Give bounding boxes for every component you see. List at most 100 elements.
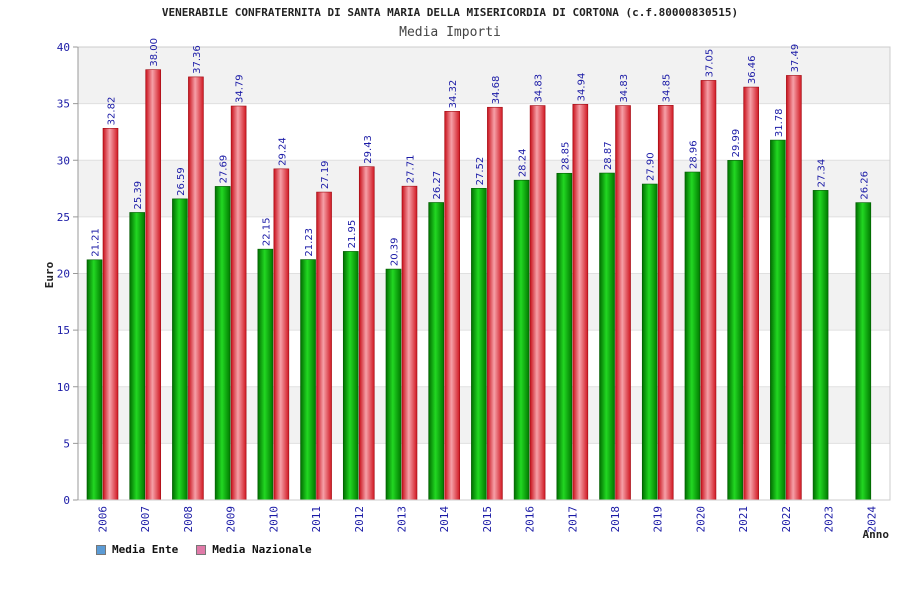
bar-nazionale-2012 [358, 166, 375, 501]
bar-nazionale-2016 [529, 105, 546, 501]
data-label-nazionale-2021: 36.46 [747, 55, 758, 84]
data-label-ente-2007: 25.39 [133, 181, 144, 210]
data-label-ente-2014: 26.27 [432, 171, 443, 200]
legend-item-media-nazionale: Media Nazionale [196, 543, 312, 556]
chart-subtitle: Media Importi [399, 25, 501, 40]
data-label-nazionale-2010: 29.24 [277, 137, 288, 166]
x-tick-label-2015: 2015 [481, 506, 494, 533]
data-label-ente-2018: 28.87 [603, 141, 614, 170]
data-label-nazionale-2009: 34.79 [235, 74, 246, 103]
data-label-nazionale-2016: 34.83 [534, 74, 545, 103]
data-label-ente-2017: 28.85 [560, 142, 571, 171]
x-tick-label-2008: 2008 [182, 506, 195, 533]
bar-ente-2008 [172, 198, 188, 501]
data-label-ente-2012: 21.95 [347, 220, 358, 249]
data-label-ente-2006: 21.21 [91, 228, 102, 257]
bar-nazionale-2009 [230, 105, 247, 501]
bar-nazionale-2013 [401, 185, 418, 501]
y-tick-label-30: 30 [57, 154, 70, 167]
data-label-nazionale-2011: 27.19 [320, 160, 331, 189]
x-tick-label-2009: 2009 [225, 506, 238, 533]
bar-nazionale-2022 [786, 75, 802, 501]
data-label-ente-2021: 29.99 [731, 129, 742, 158]
x-tick-label-2016: 2016 [524, 506, 537, 533]
data-label-nazionale-2019: 34.85 [662, 74, 673, 103]
x-tick-label-2022: 2022 [780, 506, 793, 533]
x-tick-label-2014: 2014 [438, 506, 451, 533]
data-label-ente-2015: 27.52 [475, 157, 486, 186]
data-label-ente-2008: 26.59 [176, 167, 187, 196]
bar-nazionale-2006 [102, 128, 119, 501]
legend-swatch-media-nazionale [196, 544, 207, 555]
y-tick-label-10: 10 [57, 381, 70, 394]
data-label-nazionale-2017: 34.94 [576, 73, 587, 102]
x-tick-label-2021: 2021 [737, 506, 750, 533]
y-tick-label-40: 40 [57, 41, 70, 54]
y-tick-label-0: 0 [63, 494, 70, 507]
bar-ente-2006 [86, 259, 103, 501]
bar-ente-2011 [300, 259, 316, 501]
data-label-ente-2019: 27.90 [646, 152, 657, 181]
data-label-nazionale-2007: 38.00 [149, 38, 160, 67]
data-label-nazionale-2018: 34.83 [619, 74, 630, 103]
x-tick-label-2020: 2020 [694, 506, 707, 533]
bar-nazionale-2018 [615, 105, 631, 501]
bar-ente-2022 [770, 139, 786, 501]
bar-ente-2016 [513, 179, 530, 501]
legend-item-media-ente: Media Ente [96, 543, 178, 556]
data-label-nazionale-2020: 37.05 [704, 49, 715, 78]
bar-ente-2020 [684, 171, 701, 501]
data-label-ente-2010: 22.15 [261, 218, 272, 247]
x-tick-label-2017: 2017 [566, 506, 579, 533]
data-label-ente-2011: 21.23 [304, 228, 315, 257]
data-label-ente-2013: 20.39 [389, 237, 400, 266]
x-tick-label-2012: 2012 [353, 506, 366, 533]
y-axis-label: Euro [43, 261, 56, 288]
bar-nazionale-2017 [572, 104, 589, 501]
data-label-nazionale-2013: 27.71 [405, 155, 416, 184]
data-label-nazionale-2015: 34.68 [491, 76, 502, 105]
bar-ente-2012 [342, 251, 359, 501]
bar-nazionale-2015 [487, 106, 503, 501]
bar-ente-2019 [641, 183, 658, 501]
x-axis-label: Anno [863, 528, 890, 541]
legend-label-media-ente: Media Ente [112, 543, 179, 556]
bar-ente-2018 [599, 172, 615, 501]
bar-nazionale-2010 [273, 168, 290, 501]
data-label-ente-2020: 28.96 [688, 140, 699, 169]
bar-ente-2014 [428, 202, 444, 501]
bar-ente-2023 [812, 190, 829, 501]
data-label-ente-2016: 28.24 [518, 149, 529, 178]
bar-ente-2015 [471, 188, 487, 501]
x-tick-label-2007: 2007 [139, 506, 152, 533]
x-tick-label-2013: 2013 [395, 506, 408, 533]
x-tick-label-2011: 2011 [310, 506, 323, 533]
bar-ente-2024 [855, 202, 872, 501]
y-tick-label-20: 20 [57, 268, 70, 281]
bar-ente-2010 [257, 248, 274, 501]
y-tick-label-5: 5 [63, 437, 70, 450]
bar-nazionale-2014 [444, 111, 460, 501]
data-label-ente-2009: 27.69 [219, 155, 230, 184]
y-tick-label-15: 15 [57, 324, 70, 337]
bar-ente-2007 [129, 212, 146, 501]
bar-nazionale-2008 [188, 76, 204, 501]
data-label-ente-2023: 27.34 [817, 159, 828, 188]
data-label-nazionale-2006: 32.82 [107, 97, 118, 126]
bar-ente-2009 [214, 186, 231, 501]
x-tick-label-2006: 2006 [97, 506, 110, 533]
legend-swatch-media-ente [96, 544, 106, 555]
bar-ente-2021 [727, 160, 743, 501]
bar-nazionale-2007 [145, 69, 162, 501]
data-label-nazionale-2014: 34.32 [448, 80, 459, 109]
x-tick-label-2024: 2024 [865, 506, 878, 533]
legend: Media Ente Media Nazionale [96, 543, 312, 556]
x-tick-label-2023: 2023 [823, 506, 836, 533]
bar-nazionale-2020 [700, 80, 717, 501]
bar-nazionale-2019 [657, 105, 674, 501]
data-label-ente-2024: 26.26 [859, 171, 870, 200]
chart-title: VENERABILE CONFRATERNITA DI SANTA MARIA … [161, 6, 739, 19]
y-tick-label-35: 35 [57, 98, 70, 111]
x-tick-label-2010: 2010 [267, 506, 280, 533]
data-label-nazionale-2008: 37.36 [192, 45, 203, 74]
